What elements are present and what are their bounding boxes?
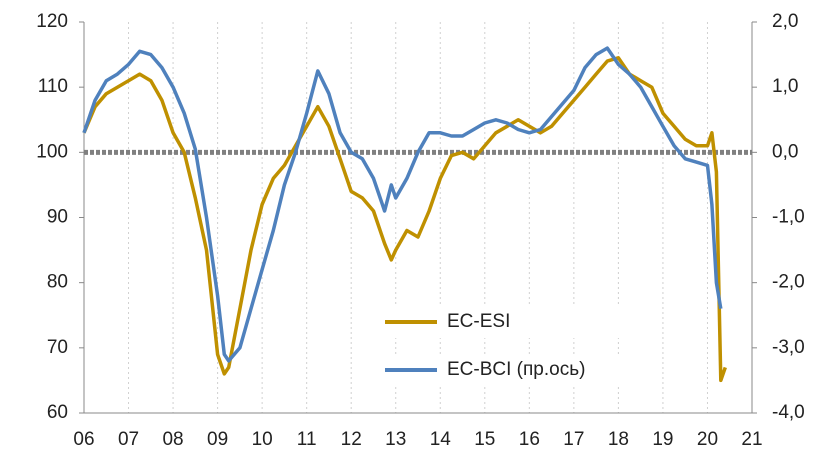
y2-tick-label: -1,0 <box>772 207 805 228</box>
x-tick-label: 09 <box>207 429 228 450</box>
series-line <box>82 56 727 383</box>
x-tick-label: 07 <box>118 429 139 450</box>
x-tick-label: 13 <box>385 429 406 450</box>
x-tick-label: 18 <box>608 429 629 450</box>
y2-tick-label: -4,0 <box>772 402 805 423</box>
x-tick-label: 11 <box>297 429 317 450</box>
y2-tick-label: 2,0 <box>772 11 798 32</box>
y-tick-label: 80 <box>47 272 68 293</box>
legend-label: EC-ESI <box>447 311 510 332</box>
y2-tick-label: 1,0 <box>772 76 798 97</box>
y2-tick-label: 0,0 <box>772 141 798 162</box>
legend-label: EC-BCI (пр.ось) <box>447 359 585 380</box>
y-tick-label: 100 <box>36 141 68 162</box>
x-tick-label: 10 <box>252 429 273 450</box>
y2-tick-label: -2,0 <box>772 272 805 293</box>
x-tick-label: 12 <box>341 429 362 450</box>
series-line <box>82 46 723 363</box>
x-tick-label: 21 <box>741 429 762 450</box>
x-tick-label: 06 <box>73 429 94 450</box>
y-tick-label: 90 <box>47 207 68 228</box>
x-tick-label: 16 <box>519 429 540 450</box>
x-tick-label: 15 <box>474 429 495 450</box>
x-tick-label: 19 <box>652 429 673 450</box>
y-tick-label: 70 <box>47 337 68 358</box>
x-tick-label: 08 <box>162 429 183 450</box>
x-tick-label: 17 <box>563 429 584 450</box>
y2-tick-label: -3,0 <box>772 337 805 358</box>
x-tick-label: 14 <box>430 429 452 450</box>
y-tick-label: 110 <box>38 76 68 97</box>
y-tick-label: 60 <box>47 402 68 423</box>
x-tick-label: 20 <box>697 429 718 450</box>
y-tick-label: 120 <box>36 11 68 32</box>
